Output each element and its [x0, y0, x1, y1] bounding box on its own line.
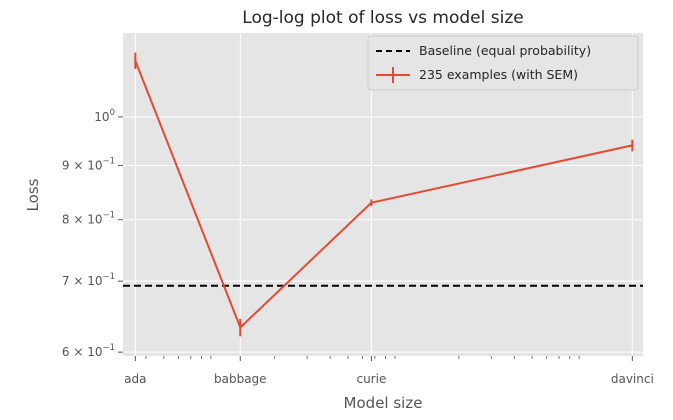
y-tick-label: 9 × 10−1 — [62, 156, 115, 172]
legend: Baseline (equal probability) 235 example… — [367, 35, 639, 91]
series-layer — [134, 52, 634, 337]
data-point — [370, 201, 373, 204]
y-axis-label: Loss — [24, 178, 42, 211]
x-axis-label: Model size — [344, 394, 423, 412]
legend-box — [367, 35, 639, 91]
grid-lines — [123, 33, 643, 356]
x-tick-label: curie — [356, 372, 386, 386]
legend-series-label: 235 examples (with SEM) — [419, 67, 578, 82]
x-tick-label: ada — [124, 372, 146, 386]
data-point — [239, 326, 242, 329]
y-tick-label: 6 × 10−1 — [62, 343, 115, 359]
y-tick-label: 7 × 10−1 — [62, 272, 115, 288]
tick-labels: ada babbage curie davinci 100 9 × 10−1 8 × 10−… — [62, 108, 654, 386]
x-minor-ticks — [145, 356, 580, 359]
series-line — [134, 60, 633, 329]
y-tick-label: 8 × 10−1 — [62, 211, 115, 227]
chart-title: Log-log plot of loss vs model size — [242, 8, 523, 28]
x-tick-label: davinci — [611, 372, 654, 386]
data-point — [631, 144, 634, 147]
data-point — [134, 59, 137, 62]
legend-baseline-label: Baseline (equal probability) — [419, 43, 591, 58]
x-tick-label: babbage — [214, 372, 267, 386]
axis-ticks — [118, 116, 633, 361]
y-tick-label: 100 — [94, 108, 115, 124]
